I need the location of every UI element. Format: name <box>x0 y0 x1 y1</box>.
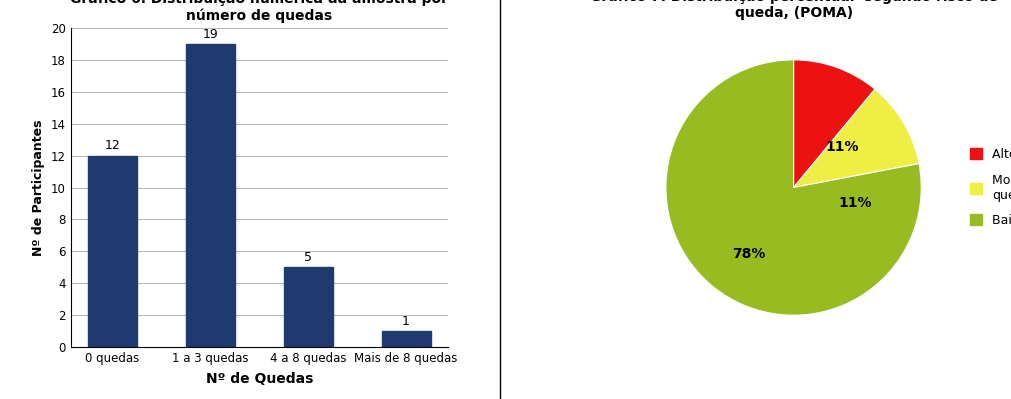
Text: 78%: 78% <box>732 247 765 261</box>
Bar <box>186 44 235 347</box>
Legend: Alto risco de queda, Moderado risco de
queda, Baixo Risco de queda: Alto risco de queda, Moderado risco de q… <box>966 144 1011 231</box>
Wedge shape <box>794 89 919 188</box>
Text: 11%: 11% <box>825 140 858 154</box>
X-axis label: Nº de Quedas: Nº de Quedas <box>205 372 313 386</box>
Text: 12: 12 <box>104 139 120 152</box>
Y-axis label: Nº de Participantes: Nº de Participantes <box>32 119 45 256</box>
Title: Gráfico 6. Distribuição numérica da amostra por
número de quedas: Gráfico 6. Distribuição numérica da amos… <box>70 0 448 23</box>
Bar <box>88 156 136 347</box>
Text: 5: 5 <box>304 251 312 264</box>
Bar <box>381 331 431 347</box>
Bar <box>284 267 333 347</box>
Text: 1: 1 <box>402 315 410 328</box>
Text: 19: 19 <box>202 28 218 41</box>
Text: 11%: 11% <box>838 196 871 210</box>
Title: Gráfico 7. Distribuição percentual  segundo risco de
queda, (POMA): Gráfico 7. Distribuição percentual segun… <box>589 0 998 20</box>
Wedge shape <box>794 60 875 188</box>
Wedge shape <box>666 60 921 315</box>
